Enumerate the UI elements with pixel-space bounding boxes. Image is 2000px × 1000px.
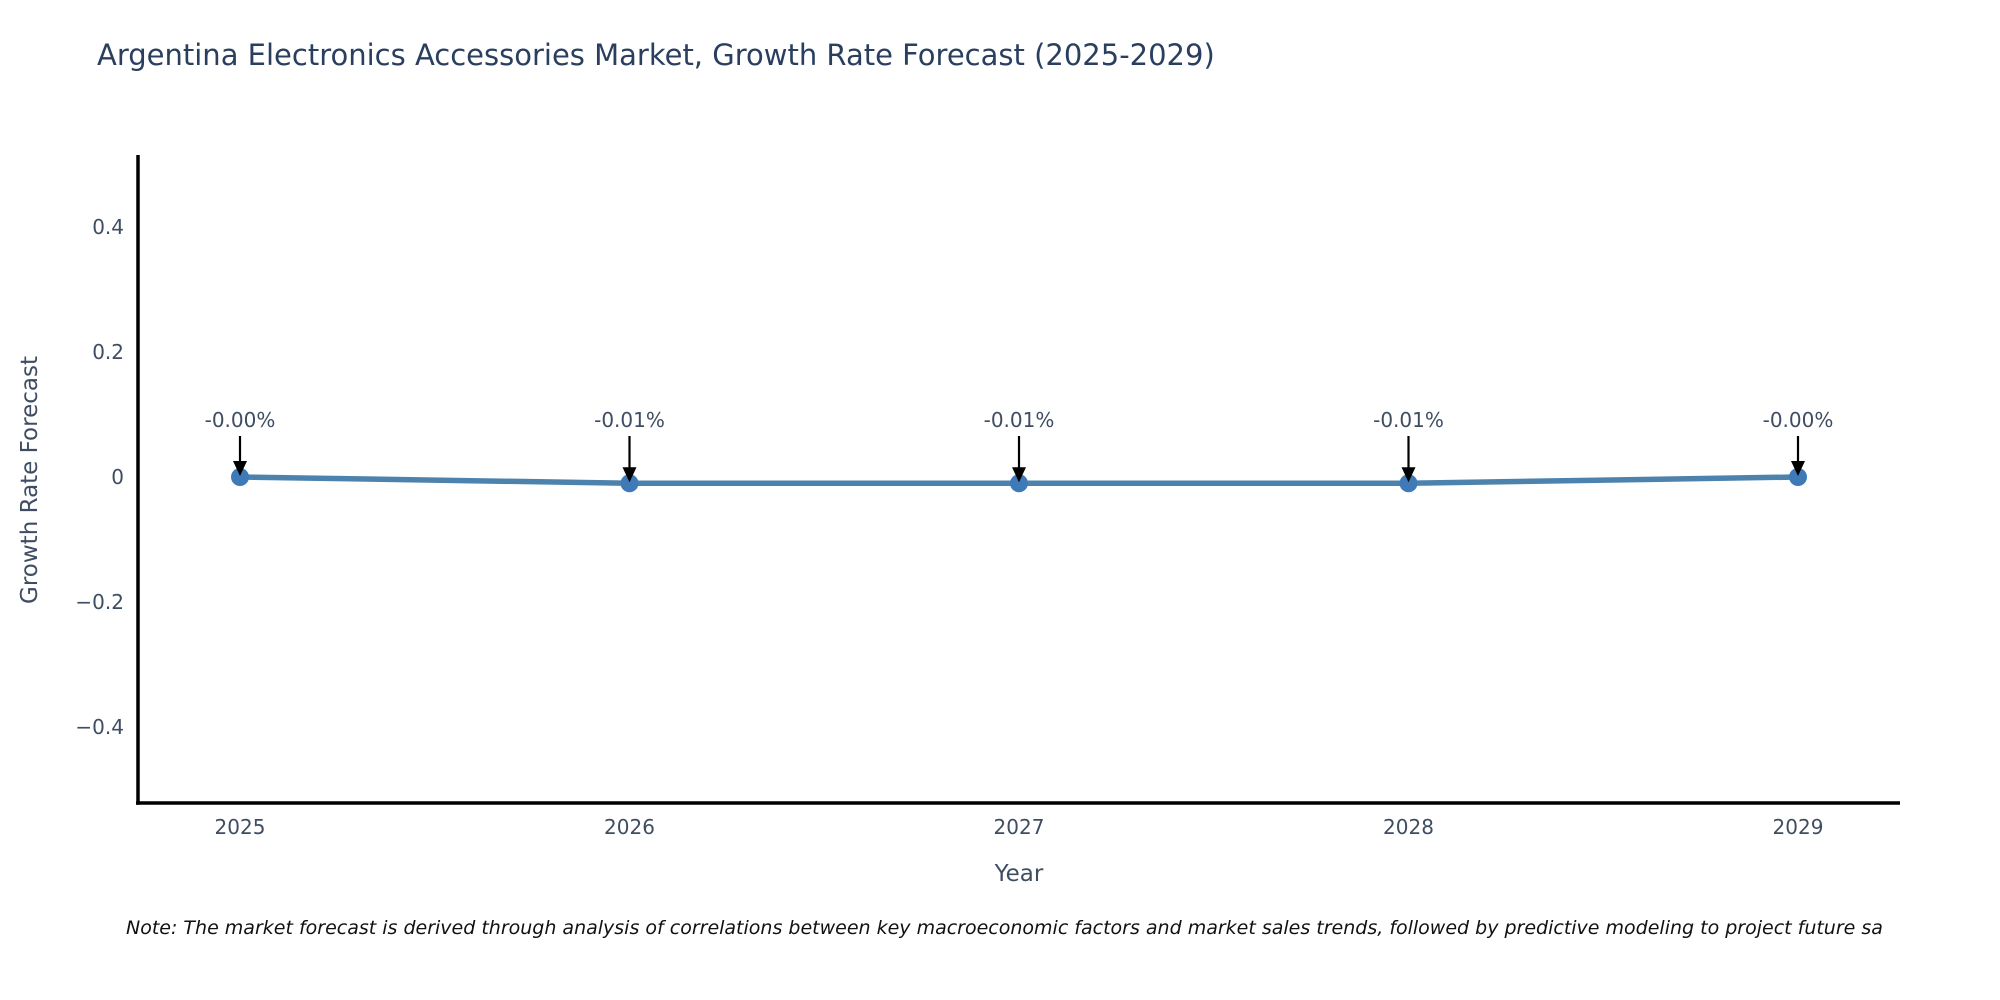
annotation-label: -0.00% — [205, 408, 276, 432]
annotation-label: -0.01% — [1373, 408, 1444, 432]
y-tick-label: −0.2 — [75, 590, 124, 614]
data-point-marker — [1789, 468, 1807, 486]
data-point-marker — [620, 474, 639, 493]
y-tick-label: 0 — [111, 465, 124, 489]
y-tick-label: 0.4 — [92, 215, 124, 239]
x-axis-title: Year — [994, 861, 1044, 887]
chart-title: Argentina Electronics Accessories Market… — [97, 38, 1215, 72]
annotation-arrow-head — [1401, 467, 1416, 483]
annotation-arrow-head — [1791, 461, 1805, 476]
x-tick-label: 2025 — [215, 815, 266, 839]
data-point-marker — [1010, 474, 1028, 493]
footnote: Note: The market forecast is derived thr… — [126, 917, 1883, 939]
annotation-label: -0.01% — [594, 408, 665, 432]
data-point-marker — [231, 468, 249, 486]
annotation-label: -0.00% — [1763, 408, 1834, 432]
x-tick-label: 2028 — [1383, 815, 1434, 839]
annotation-arrow-head — [1012, 467, 1026, 483]
y-tick-label: −0.4 — [75, 715, 124, 739]
x-tick-label: 2027 — [994, 815, 1045, 839]
x-tick-label: 2029 — [1773, 815, 1824, 839]
data-point-marker — [1399, 474, 1418, 493]
x-tick-label: 2026 — [604, 815, 655, 839]
annotation-arrow-head — [233, 461, 247, 476]
annotation-arrow-head — [622, 467, 637, 483]
y-tick-label: 0.2 — [92, 340, 124, 364]
annotation-label: -0.01% — [984, 408, 1055, 432]
